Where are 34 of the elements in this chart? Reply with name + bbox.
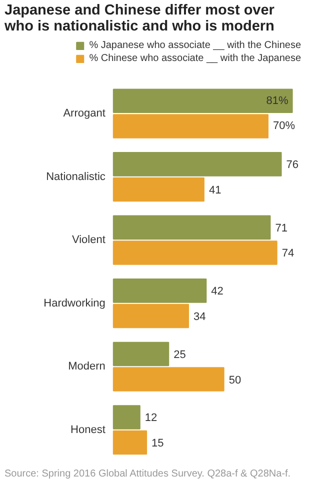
data-label: 15 (152, 438, 164, 450)
bar (112, 405, 140, 430)
data-label: 50 (228, 374, 242, 386)
legend-label: % Chinese who associate __ with the Japanese (89, 53, 301, 64)
bar (112, 304, 189, 328)
data-label: 12 (144, 412, 158, 424)
y-tick-label: Violent (72, 234, 106, 246)
data-label: 70% (273, 120, 296, 132)
source-note: Source: Spring 2016 Global Attitudes Survey. Q28a-f & Q28Na-f. (4, 468, 291, 480)
data-label: 25 (174, 348, 186, 361)
bar (112, 215, 271, 240)
bar (112, 114, 268, 138)
y-tick-label: Honest (70, 424, 106, 436)
bar (112, 152, 282, 176)
data-label: 41 (208, 184, 222, 196)
y-tick-label: Hardworking (44, 297, 106, 310)
data-label: 34 (193, 311, 206, 324)
data-label: 71 (275, 222, 288, 234)
bar (112, 240, 278, 265)
y-tick-label: Nationalistic (46, 170, 106, 183)
legend-label: % Japanese who associate __ with the Chinese (89, 40, 301, 51)
bar (112, 342, 170, 366)
data-label: 74 (282, 248, 294, 260)
y-tick-label: Arrogant (63, 108, 106, 120)
bar (112, 278, 207, 303)
y-tick-label: Modern (68, 360, 106, 373)
data-label: 81% (266, 94, 289, 107)
bar (112, 367, 224, 392)
chart-title: Japanese and Chinese differ most over who is nationalistic and who is modern (4, 2, 275, 34)
bar (112, 430, 148, 455)
data-label: 42 (211, 286, 224, 298)
bar (112, 177, 204, 202)
bar (112, 88, 293, 114)
data-label: 76 (286, 159, 298, 172)
